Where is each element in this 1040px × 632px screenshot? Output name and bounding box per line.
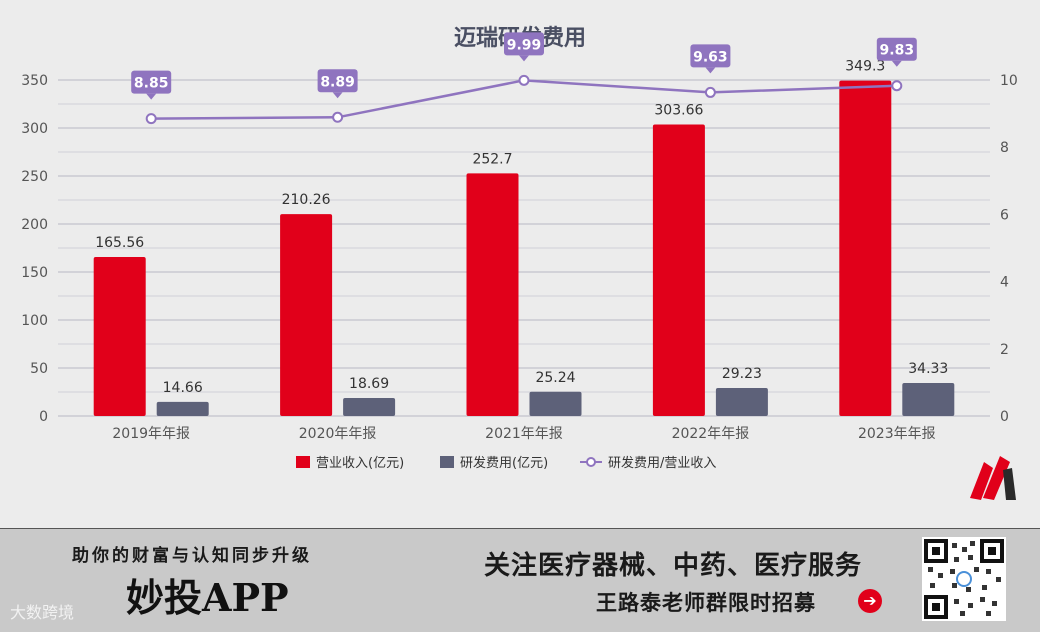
ratio-label-box (690, 44, 731, 68)
bar-revenue (839, 80, 892, 416)
bar-revenue (466, 173, 519, 416)
app-name: 妙投APP (126, 575, 289, 620)
bar-data-label: 25.24 (535, 370, 575, 386)
watermark-text: 大数跨境 (10, 603, 75, 622)
bar-data-label: 165.56 (95, 235, 144, 251)
ratio-data-label: 9.63 (693, 49, 728, 65)
ratio-label-box (317, 69, 358, 93)
legend-label: 研发费用/营业收入 (608, 455, 716, 471)
bar-revenue (652, 124, 705, 417)
promo-banner: 助你的财富与认知同步升级 妙投APP 大数跨境 关注医疗器械、中药、医疗服务 王… (0, 529, 1040, 632)
ratio-line: 8.85 8.89 9.99 9.63 9.83 (131, 32, 917, 125)
legend-swatch (440, 456, 454, 468)
y-left-tick-label: 350 (21, 73, 48, 89)
ratio-label-pointer (332, 92, 343, 99)
ratio-label-pointer (705, 67, 716, 74)
y-right-tick-label: 6 (1000, 207, 1009, 223)
x-tick-label: 2023年年报 (858, 426, 936, 442)
y-left-tick-label: 0 (39, 409, 48, 425)
bar-rnd (902, 383, 955, 416)
y-left-tick-label: 200 (21, 217, 48, 233)
ratio-label-pointer (891, 60, 902, 67)
ratio-data-label: 8.89 (320, 74, 355, 90)
brand-logo-icon (970, 456, 1016, 500)
bar-data-label: 14.66 (163, 380, 203, 396)
ratio-line-path (151, 79, 897, 120)
ratio-data-label: 9.83 (880, 43, 915, 59)
y-left-tick-label: 250 (21, 169, 48, 185)
y-right-tick-label: 10 (1000, 73, 1018, 89)
ratio-point (518, 74, 530, 86)
ratio-label-pointer (146, 93, 157, 100)
bar-data-label: 349.3 (845, 59, 885, 75)
bars: 165.56 210.26 252.7 303.66 349.3 14.66 18.69 25… (93, 59, 955, 417)
bar-data-label: 252.7 (472, 151, 512, 167)
y-right-tick-label: 2 (1000, 342, 1009, 358)
bar-revenue (93, 257, 146, 416)
ratio-label-box (131, 70, 172, 94)
y-left-tick-label: 100 (21, 313, 48, 329)
x-tick-label: 2019年年报 (112, 426, 190, 442)
ratio-label-box (504, 32, 544, 56)
ratio-data-label: 8.85 (134, 76, 169, 92)
chart-panel: 迈瑞研发费用 165.56210.26252.7303.66349.314.66… (0, 25, 1040, 529)
qr-code-icon[interactable] (922, 537, 1006, 621)
ratio-point (891, 80, 903, 92)
y-right-tick-label: 8 (1000, 140, 1009, 156)
chart: 迈瑞研发费用 165.56210.26252.7303.66349.314.66… (21, 25, 1018, 500)
bar-data-label: 34.33 (908, 361, 948, 377)
x-tick-label: 2021年年报 (485, 426, 563, 442)
x-tick-label: 2020年年报 (299, 426, 377, 442)
bar-data-label: 18.69 (349, 376, 389, 392)
legend-label: 研发费用(亿元) (460, 455, 548, 471)
x-tick-label: 2022年年报 (672, 426, 750, 442)
legend-label: 营业收入(亿元) (316, 456, 404, 471)
legend: 营业收入(亿元) 研发费用(亿元) 研发费用/营业收入 (296, 455, 716, 471)
bar-data-label: 210.26 (282, 192, 331, 208)
y-right-tick-label: 4 (1000, 275, 1009, 291)
banner-follow-text: 关注医疗器械、中药、医疗服务 (484, 551, 863, 581)
y-left-tick-label: 150 (21, 265, 48, 281)
bar-rnd (156, 401, 209, 416)
ratio-label-pointer (519, 55, 529, 62)
banner-slogan: 助你的财富与认知同步升级 (72, 546, 312, 566)
bar-rnd (529, 391, 582, 416)
ratio-point (704, 86, 716, 98)
bar-rnd (343, 398, 396, 416)
ratio-point (332, 111, 344, 123)
legend-swatch (296, 456, 310, 468)
y-right-tick-label: 0 (1000, 409, 1009, 425)
banner-recruit-text: 王路泰老师群限时招募 (596, 591, 816, 615)
legend-marker (586, 457, 596, 467)
bar-rnd (715, 387, 768, 416)
y-left-tick-label: 50 (30, 361, 48, 377)
ratio-label-box (876, 37, 917, 61)
bar-data-label: 29.23 (722, 366, 762, 382)
ratio-data-label: 9.99 (507, 37, 542, 53)
y-left-tick-label: 300 (21, 121, 48, 137)
bar-revenue (280, 214, 333, 416)
axes: 0 50 100 150 200 250 300 350 0 2 4 6 8 10 2019年年报 2020年… (21, 73, 1018, 442)
arrow-right-icon[interactable]: ➔ (858, 589, 882, 613)
ratio-point (145, 113, 157, 125)
bar-data-label: 303.66 (654, 102, 703, 118)
